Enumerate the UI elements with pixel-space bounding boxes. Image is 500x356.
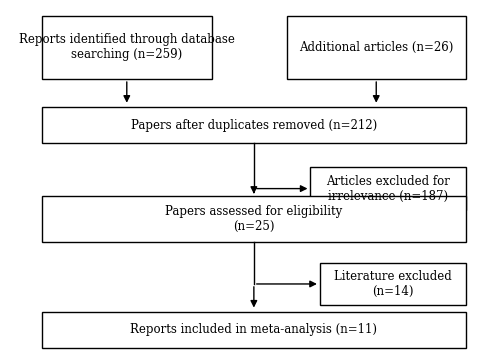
Text: Additional articles (n=26): Additional articles (n=26): [299, 41, 454, 54]
FancyBboxPatch shape: [310, 167, 466, 210]
FancyBboxPatch shape: [42, 16, 211, 79]
FancyBboxPatch shape: [287, 16, 466, 79]
Text: Papers assessed for eligibility
(n=25): Papers assessed for eligibility (n=25): [165, 205, 342, 232]
FancyBboxPatch shape: [42, 108, 466, 143]
Text: Papers after duplicates removed (n=212): Papers after duplicates removed (n=212): [130, 119, 377, 131]
FancyBboxPatch shape: [42, 196, 466, 242]
FancyBboxPatch shape: [320, 263, 466, 305]
Text: Reports included in meta-analysis (n=11): Reports included in meta-analysis (n=11): [130, 323, 378, 336]
Text: Reports identified through database
searching (n=259): Reports identified through database sear…: [19, 33, 234, 61]
Text: Literature excluded
(n=14): Literature excluded (n=14): [334, 270, 452, 298]
Text: Articles excluded for
irrelevance (n=187): Articles excluded for irrelevance (n=187…: [326, 174, 450, 203]
FancyBboxPatch shape: [42, 312, 466, 347]
